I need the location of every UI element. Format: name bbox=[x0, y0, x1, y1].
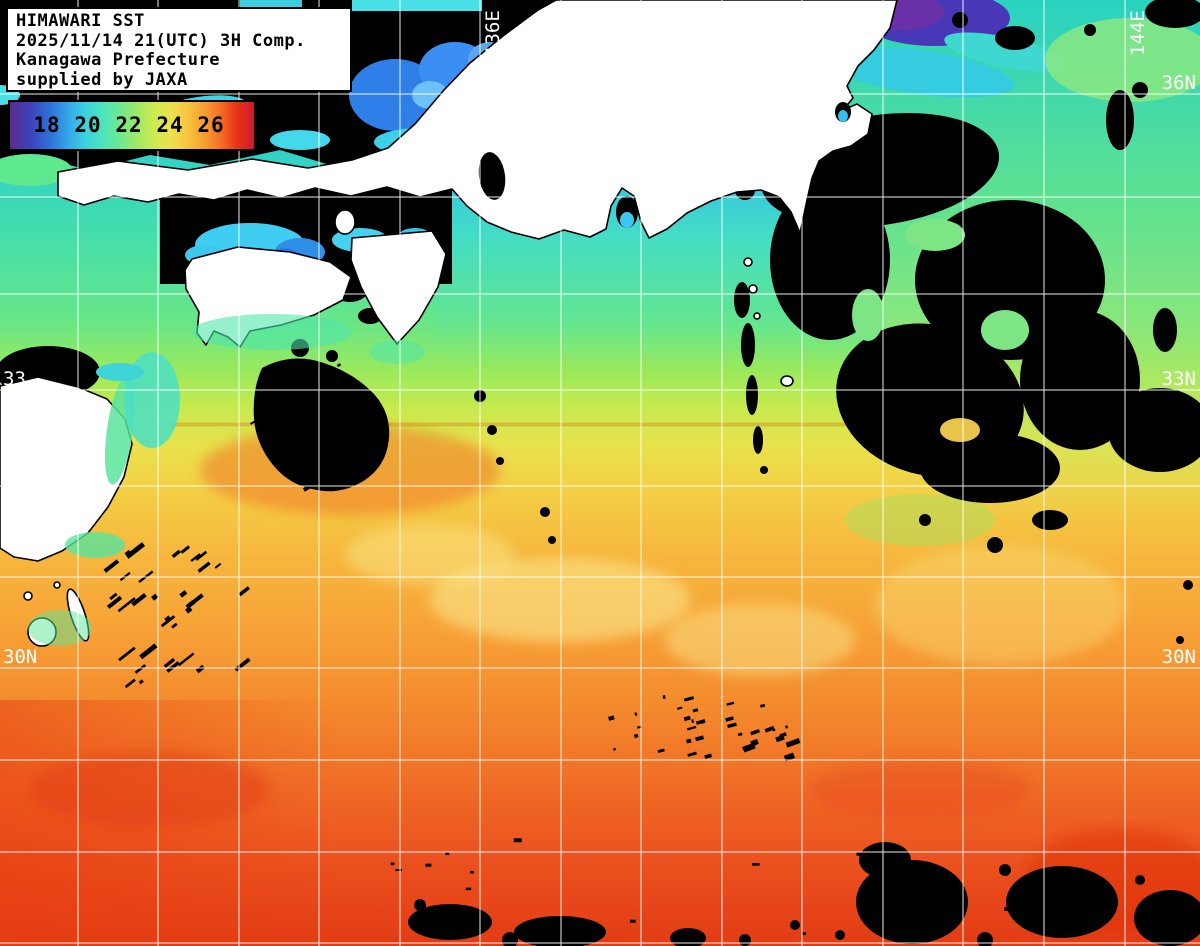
cloud-holes bbox=[852, 219, 1029, 442]
product-title: HIMAWARI SST bbox=[16, 11, 145, 31]
latitude-label: 33N bbox=[1162, 368, 1196, 390]
lake-biwa bbox=[478, 152, 506, 200]
kyushu-coastal-water bbox=[28, 314, 425, 646]
latitude-label: 36N bbox=[1162, 72, 1196, 94]
datetime-label: 2025/11/14 21(UTC) 3H Comp. bbox=[16, 30, 306, 51]
title-box: HIMAWARI SST 2025/11/14 21(UTC) 3H Comp.… bbox=[6, 7, 352, 92]
grid-labels: 136E 144E 36N 33 33N 30N 30N bbox=[3, 10, 1196, 668]
cloud-shikoku-south bbox=[253, 358, 390, 492]
land-honshu bbox=[57, 0, 898, 240]
longitude-label: 136E bbox=[482, 10, 504, 56]
cloud-bottom-edge bbox=[408, 842, 1200, 946]
region-label: Kanagawa Prefecture bbox=[16, 50, 220, 70]
land-kyushu bbox=[0, 376, 133, 562]
longitude-label: 144E bbox=[1127, 10, 1149, 56]
colorbar-tick-18: 18 bbox=[33, 112, 61, 137]
sst-front-line bbox=[170, 423, 910, 426]
land-awaji-island bbox=[334, 209, 356, 235]
land-kii-peninsula bbox=[350, 230, 447, 345]
colorbar-tick-24: 24 bbox=[156, 112, 184, 137]
land-izu-islands bbox=[743, 257, 794, 387]
colorbar-tick-20: 20 bbox=[74, 112, 102, 137]
source-label: supplied by JAXA bbox=[16, 69, 188, 90]
colorbar-tick-22: 22 bbox=[115, 112, 143, 137]
colorbar-tick-26: 26 bbox=[197, 112, 225, 137]
temperature-colorbar: 18 20 22 24 26 bbox=[8, 100, 256, 151]
latitude-label: 30N bbox=[3, 646, 37, 668]
cloud-speckles bbox=[103, 363, 1098, 936]
inland-water bbox=[478, 102, 851, 228]
land bbox=[0, 0, 898, 647]
latitude-label: 33 bbox=[3, 368, 26, 390]
cloud-izu-chain bbox=[734, 282, 768, 474]
latitude-label: 30N bbox=[1162, 646, 1196, 668]
